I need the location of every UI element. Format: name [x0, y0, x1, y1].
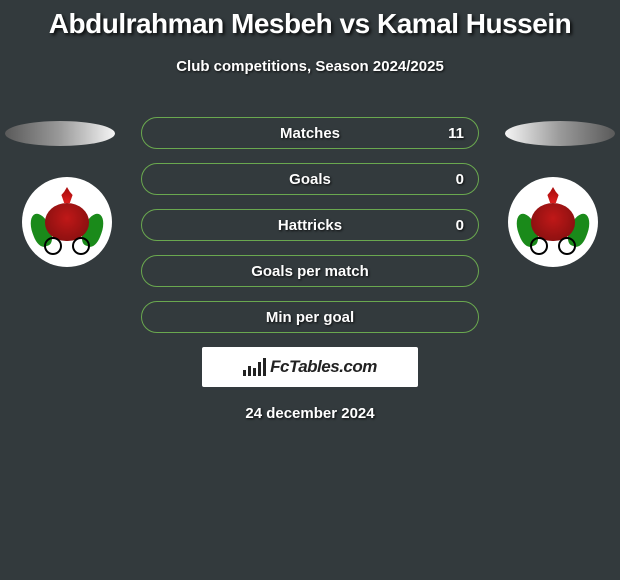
stat-value-right: 11 [448, 125, 464, 142]
stat-row: Min per goal [141, 301, 479, 333]
player-left-club-crest [22, 177, 112, 267]
stat-row: Goals per match [141, 255, 479, 287]
comparison-subtitle: Club competitions, Season 2024/2025 [0, 58, 620, 75]
brand-watermark: FcTables.com [202, 347, 418, 387]
brand-chart-icon [243, 358, 266, 376]
stat-label: Hattricks [278, 217, 342, 234]
stat-row: Goals 0 [141, 163, 479, 195]
player-left-profile-placeholder [5, 121, 115, 146]
club-crest-icon [516, 185, 590, 259]
stat-rows: Matches 11 Goals 0 Hattricks 0 Goals per… [141, 117, 479, 333]
stat-label: Goals [289, 171, 331, 188]
stat-row: Hattricks 0 [141, 209, 479, 241]
stat-label: Matches [280, 125, 340, 142]
stat-label: Goals per match [251, 263, 369, 280]
stat-value-right: 0 [456, 171, 464, 188]
comparison-date: 24 december 2024 [0, 405, 620, 422]
club-crest-icon [30, 185, 104, 259]
stat-label: Min per goal [266, 309, 354, 326]
comparison-title: Abdulrahman Mesbeh vs Kamal Hussein [0, 0, 620, 40]
stat-row: Matches 11 [141, 117, 479, 149]
player-right-club-crest [508, 177, 598, 267]
stats-container: Matches 11 Goals 0 Hattricks 0 Goals per… [0, 117, 620, 422]
stat-value-right: 0 [456, 217, 464, 234]
player-right-profile-placeholder [505, 121, 615, 146]
brand-text: FcTables.com [270, 357, 377, 377]
